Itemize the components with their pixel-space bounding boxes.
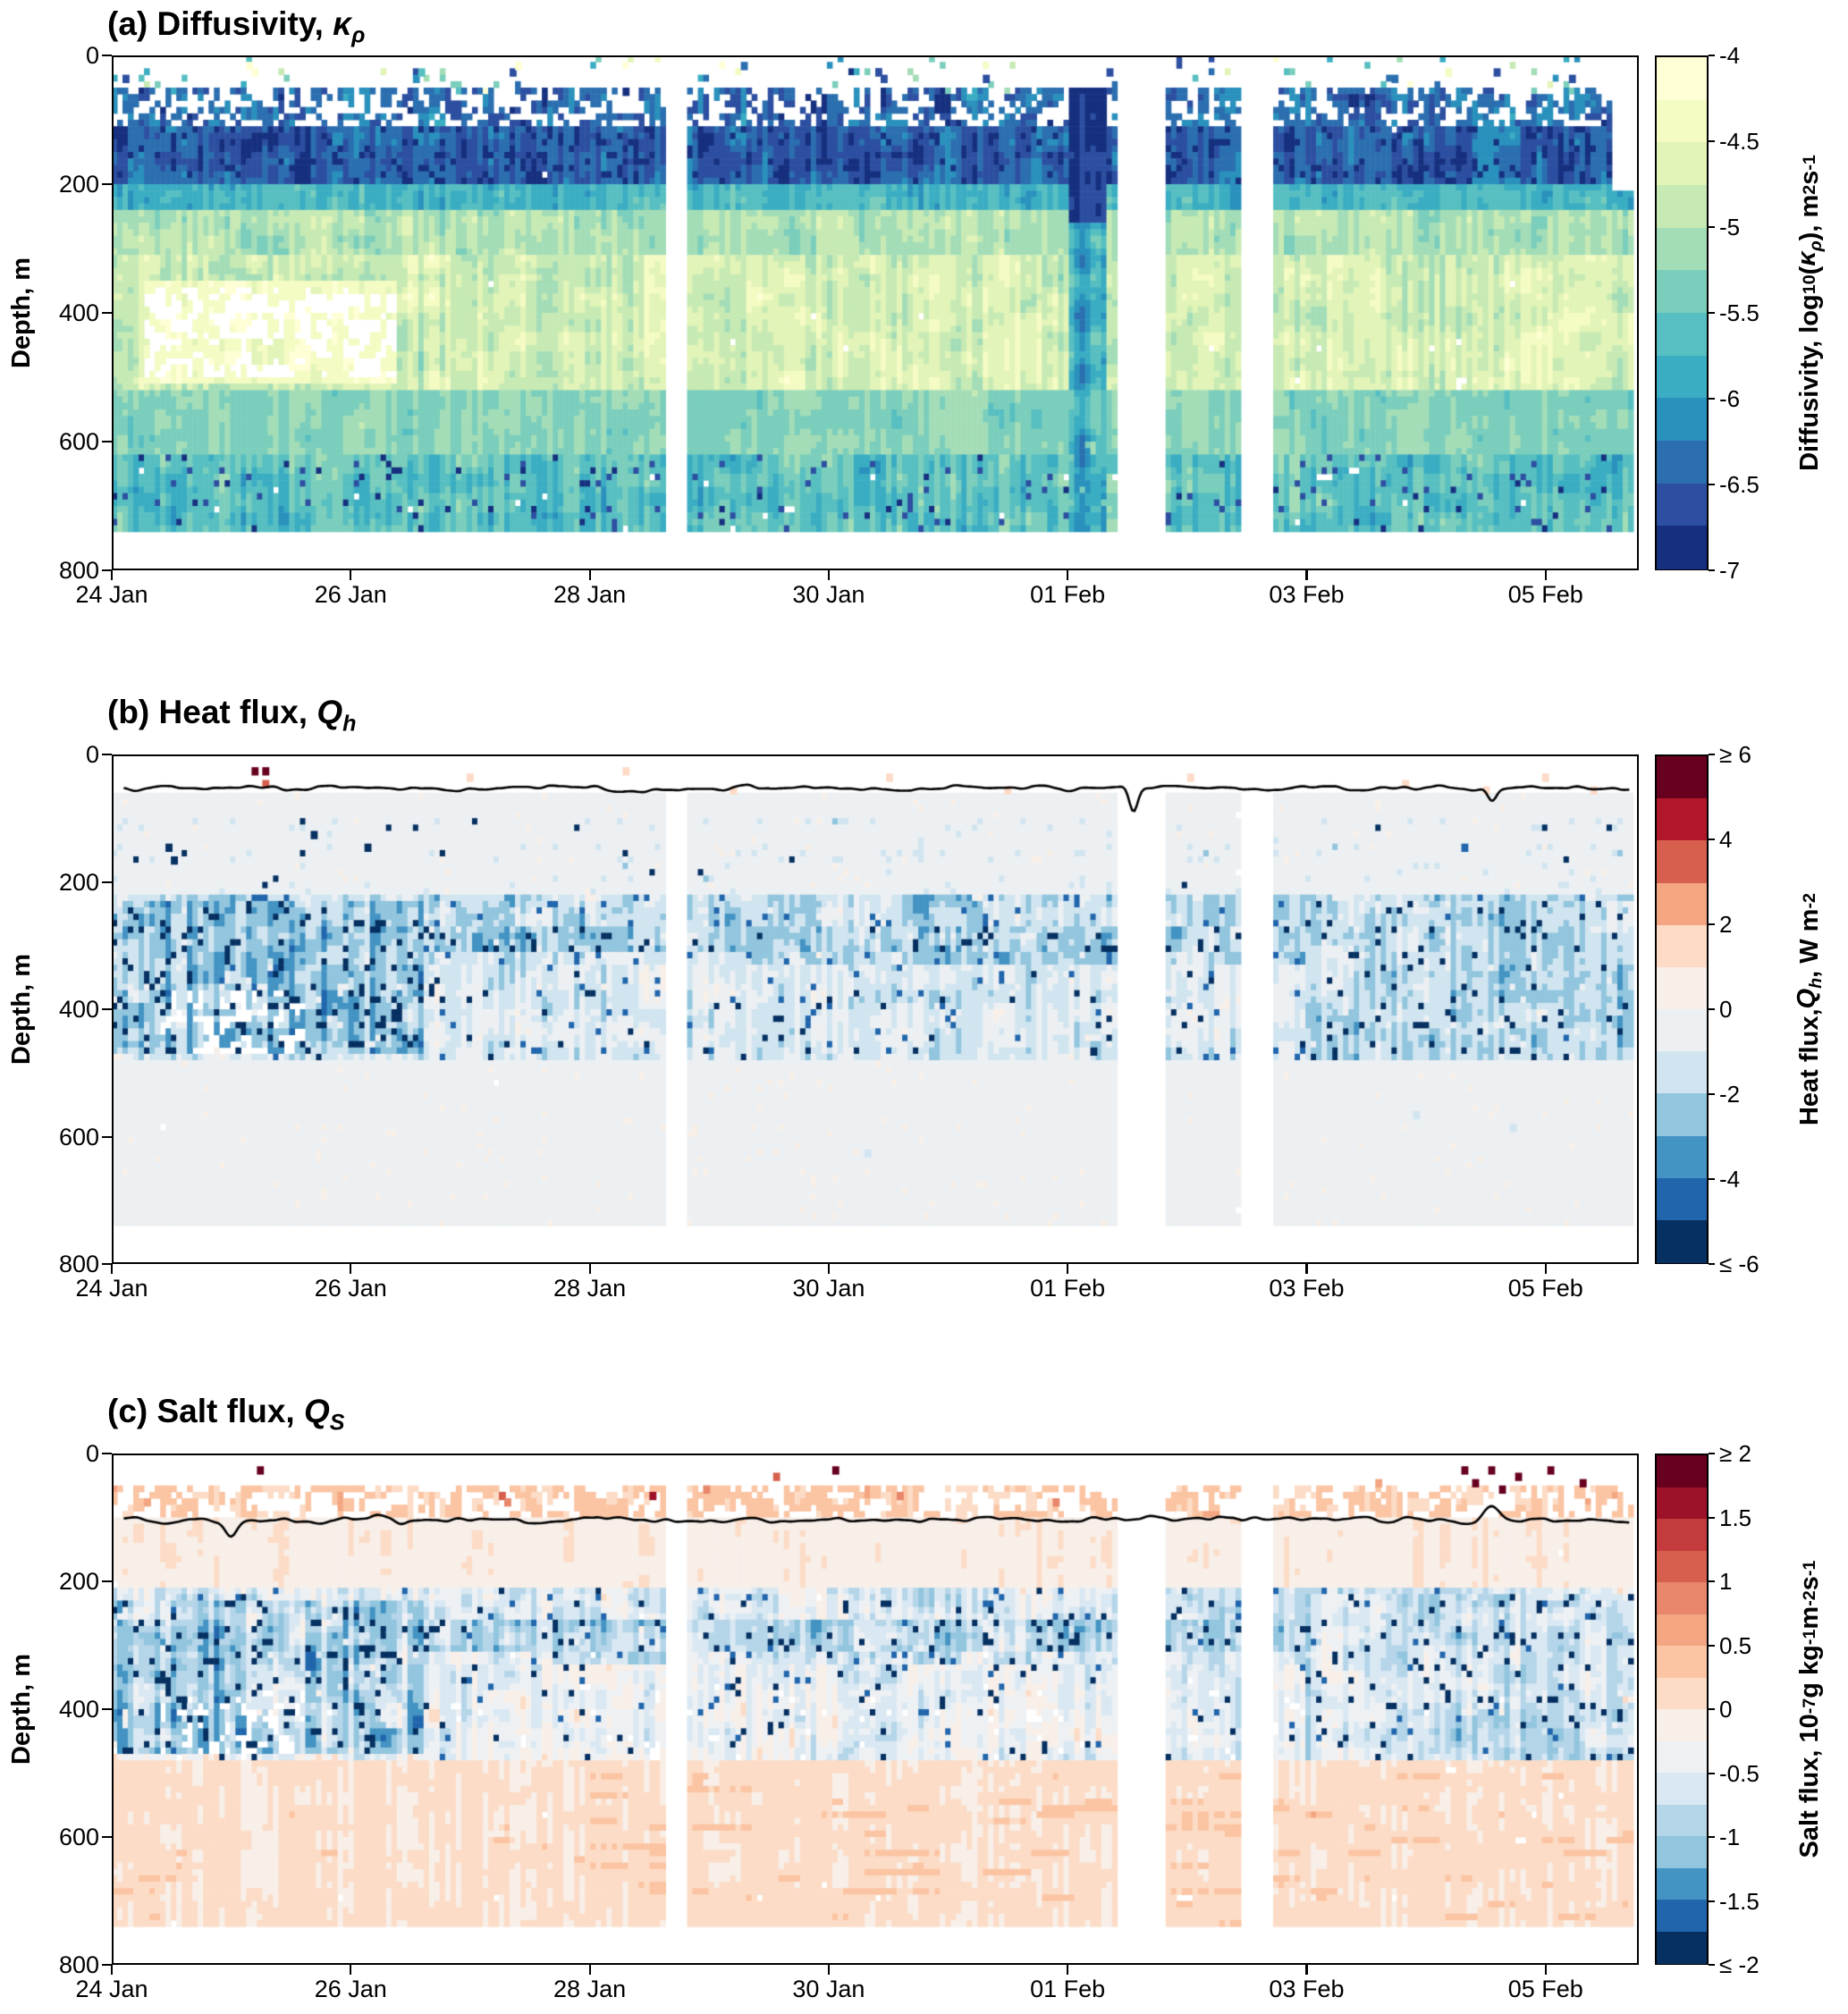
panel-c-colorbar: [1655, 1454, 1709, 1965]
colorbar-segment: [1657, 1219, 1707, 1263]
colorbar-segment: [1657, 1614, 1707, 1647]
colorbar-segment: [1657, 966, 1707, 1010]
colorbar-segment: [1657, 1867, 1707, 1900]
x-tick-label: 26 Jan: [314, 1976, 387, 2002]
x-tick-label: 03 Feb: [1269, 1976, 1345, 2002]
x-tick-label: 28 Jan: [553, 1976, 627, 2002]
panel-b-colorbar: [1655, 754, 1709, 1264]
colorbar-segment: [1657, 1804, 1707, 1837]
panel-c-heatmap: [112, 1454, 1639, 1965]
x-tick-mark: [350, 1965, 352, 1975]
colorbar-segment: [1657, 57, 1707, 101]
colorbar-segment: [1657, 756, 1707, 799]
x-tick-label: 05 Feb: [1507, 1976, 1583, 2002]
panel-b-title: (b) Heat flux, Qh: [107, 694, 357, 737]
colorbar-tick-mark: [1709, 1580, 1715, 1583]
colorbar-segment: [1657, 441, 1707, 485]
x-tick-mark: [1067, 1965, 1069, 1975]
panel-c-y-axis-label: Depth, m: [6, 1653, 36, 1765]
colorbar-segment: [1657, 1093, 1707, 1137]
x-tick-mark: [111, 1965, 114, 1975]
colorbar-tick-mark: [1709, 1453, 1715, 1455]
colorbar-tick-mark: [1709, 1708, 1715, 1711]
colorbar-segment: [1657, 355, 1707, 399]
colorbar-tick-mark: [1709, 1644, 1715, 1647]
colorbar-segment: [1657, 1740, 1707, 1774]
y-tick-mark: [102, 1453, 112, 1455]
colorbar-segment: [1657, 526, 1707, 569]
colorbar-segment: [1657, 1677, 1707, 1710]
x-tick-mark: [1305, 1965, 1308, 1975]
x-tick-mark: [827, 1965, 831, 1975]
y-tick-mark: [102, 1836, 112, 1839]
colorbar-segment: [1657, 924, 1707, 968]
panel-b-heatmap: [112, 754, 1639, 1264]
colorbar-segment: [1657, 1519, 1707, 1552]
colorbar-segment: [1657, 398, 1707, 442]
colorbar-tick-mark: [1709, 1900, 1715, 1902]
colorbar-segment: [1657, 1487, 1707, 1520]
panel-a-colorbar: [1655, 55, 1709, 570]
x-tick-mark: [588, 1965, 591, 1975]
x-tick-mark: [1544, 1965, 1547, 1975]
colorbar-segment: [1657, 1550, 1707, 1583]
x-tick-label: 01 Feb: [1030, 1976, 1106, 2002]
colorbar-segment: [1657, 185, 1707, 229]
panel-a-heatmap: [112, 55, 1639, 570]
y-tick-mark: [102, 1580, 112, 1583]
colorbar-segment: [1657, 1009, 1707, 1052]
colorbar-segment: [1657, 1646, 1707, 1679]
colorbar-segment: [1657, 1051, 1707, 1094]
colorbar-tick-mark: [1709, 1516, 1715, 1519]
colorbar-segment: [1657, 1709, 1707, 1742]
colorbar-segment: [1657, 270, 1707, 314]
y-tick-mark: [102, 1708, 112, 1711]
colorbar-segment: [1657, 1135, 1707, 1179]
colorbar-tick-mark: [1709, 1772, 1715, 1774]
panel-c-colorbar-label: Salt flux, 10 -7 g kg -1 m -2 s -1: [1794, 1560, 1824, 1858]
colorbar-segment: [1657, 1836, 1707, 1869]
x-tick-label: 24 Jan: [75, 1976, 148, 2002]
colorbar-segment: [1657, 483, 1707, 527]
x-tick-label: 30 Jan: [792, 1976, 865, 2002]
colorbar-segment: [1657, 1582, 1707, 1615]
colorbar-segment: [1657, 1900, 1707, 1933]
panel-a-title: (a) Diffusivity, κρ: [107, 5, 366, 48]
colorbar-segment: [1657, 99, 1707, 143]
panel-c-title: (c) Salt flux, QS: [107, 1393, 345, 1436]
colorbar-segment: [1657, 840, 1707, 884]
colorbar-segment: [1657, 142, 1707, 186]
y-tick-mark: [102, 1964, 112, 1967]
colorbar-tick-mark: [1709, 1836, 1715, 1839]
colorbar-segment: [1657, 1177, 1707, 1221]
colorbar-segment: [1657, 1931, 1707, 1964]
colorbar-tick-mark: [1709, 1964, 1715, 1967]
colorbar-segment: [1657, 1455, 1707, 1488]
colorbar-segment: [1657, 1773, 1707, 1806]
colorbar-segment: [1657, 882, 1707, 926]
colorbar-segment: [1657, 227, 1707, 271]
colorbar-segment: [1657, 313, 1707, 357]
colorbar-segment: [1657, 798, 1707, 841]
